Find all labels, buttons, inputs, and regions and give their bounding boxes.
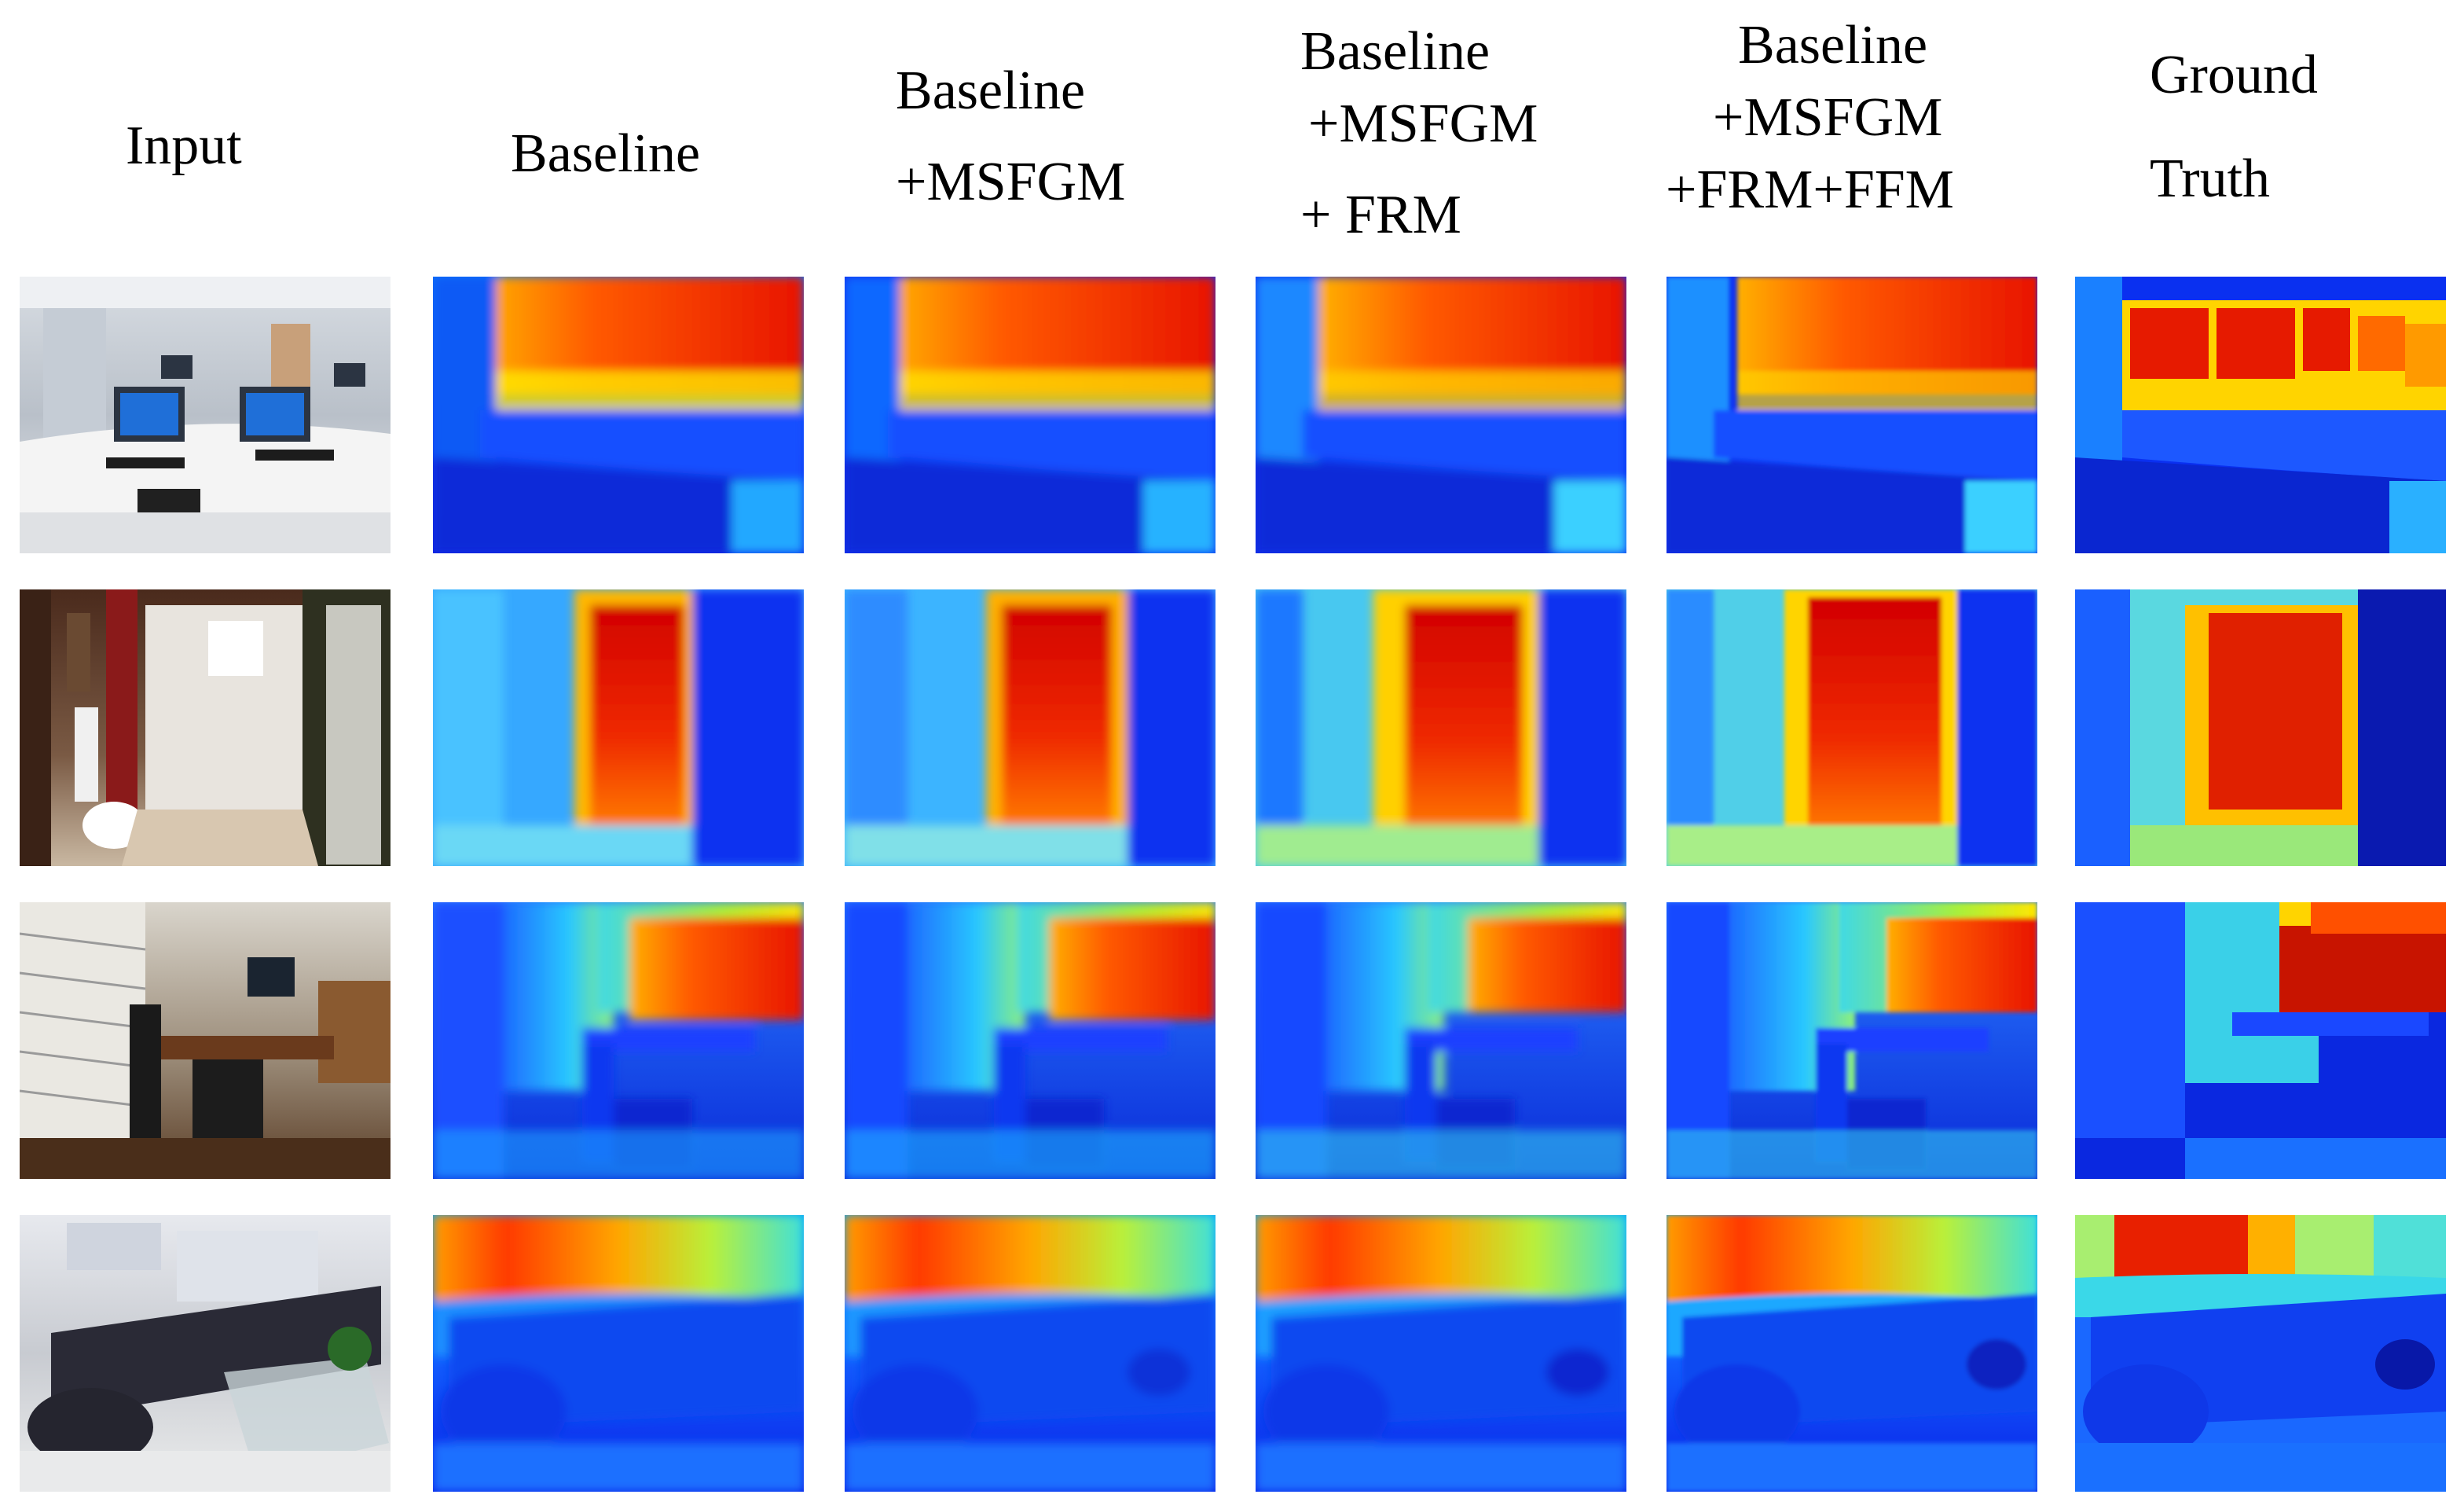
column-header-msfgm: Baseline +MSFGM — [896, 55, 1125, 218]
depth-map-msfgm-row-4 — [845, 1215, 1216, 1492]
input-image-row-3 — [20, 902, 390, 1179]
depth-map-msfgm-frm-row-2 — [1256, 589, 1626, 866]
depth-map-msfgm-row-2 — [845, 589, 1216, 866]
depth-map-msfgm-frm-row-4 — [1256, 1215, 1626, 1492]
header-line: +MSFGM — [896, 152, 1126, 212]
depth-map-baseline-row-4 — [433, 1215, 804, 1492]
depth-map-msfgm-row-3 — [845, 902, 1216, 1179]
depth-map-baseline-row-1 — [433, 277, 804, 553]
column-header-msfgm-frm: Baseline +MSFGM + FRM — [1300, 16, 1538, 252]
depth-map-msfgm-frm-row-1 — [1256, 277, 1626, 553]
depth-map-msfgm-row-1 — [845, 277, 1216, 553]
input-image-row-4 — [20, 1215, 390, 1492]
header-line: +FRM+FFM — [1666, 160, 1954, 220]
ground-truth-depth-row-4 — [2075, 1215, 2446, 1492]
depth-map-baseline-row-2 — [433, 589, 804, 866]
header-line: Truth — [2150, 149, 2271, 209]
header-line: Ground — [2150, 45, 2318, 105]
input-image-row-1 — [20, 277, 390, 553]
column-header-msfgm-frm-ffm: Baseline +MSFGM +FRM+FFM — [1666, 9, 1954, 226]
header-line: +MSFGM — [1713, 87, 1943, 148]
column-header-ground-truth: Ground Truth — [2150, 39, 2318, 215]
column-header-input: Input — [126, 110, 242, 182]
ground-truth-depth-row-3 — [2075, 902, 2446, 1179]
depth-map-msfgm-frm-ffm-row-4 — [1666, 1215, 2037, 1492]
ground-truth-depth-row-1 — [2075, 277, 2446, 553]
header-line: Baseline — [511, 123, 701, 184]
depth-map-baseline-row-3 — [433, 902, 804, 1179]
ground-truth-depth-row-2 — [2075, 589, 2446, 866]
depth-map-msfgm-frm-ffm-row-3 — [1666, 902, 2037, 1179]
header-line: Baseline — [1300, 21, 1490, 82]
header-line: + FRM — [1300, 185, 1461, 245]
header-line: Baseline — [896, 61, 1086, 121]
header-line: +MSFGM — [1308, 94, 1538, 154]
depth-map-msfgm-frm-ffm-row-2 — [1666, 589, 2037, 866]
header-line: Input — [126, 116, 242, 176]
depth-map-msfgm-frm-row-3 — [1256, 902, 1626, 1179]
column-header-baseline: Baseline — [511, 118, 700, 190]
input-image-row-2 — [20, 589, 390, 866]
depth-map-msfgm-frm-ffm-row-1 — [1666, 277, 2037, 553]
header-line: Baseline — [1738, 15, 1928, 75]
